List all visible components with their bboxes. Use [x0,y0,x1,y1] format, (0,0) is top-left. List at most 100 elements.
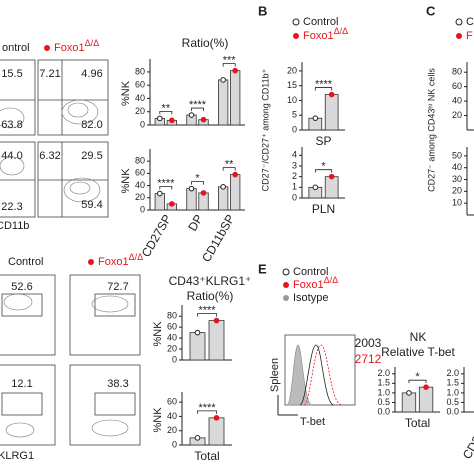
x-tick-label: CD27SP [139,212,174,259]
y-tick-label: 1.5 [377,378,390,388]
gate-value: 22.3 [1,201,22,213]
legend-dot [282,268,290,276]
significance: **** [189,99,207,111]
y-axis-label: %NK [120,80,132,106]
y-tick-label: 5 [292,110,297,120]
x-axis-label: KLRG1 [0,450,34,462]
bar-dot [200,190,207,196]
gate-value: 38.3 [107,378,128,390]
significance: * [321,161,326,173]
y-tick-label: 10 [452,198,462,208]
y-tick-label: 2.0 [377,368,390,378]
y-axis-label: %NK [152,321,164,347]
bar [401,392,417,413]
y-tick-label: 0.0 [446,406,459,416]
bar-dot [200,116,207,123]
x-axis-label: Total [194,449,219,463]
y-tick-label: 60 [167,322,177,332]
significance: **** [315,78,333,90]
significance-bracket [191,181,204,185]
y-tick-label: 20 [167,343,177,353]
bar [208,320,225,361]
y-tick-label: 30 [452,174,462,184]
y-tick-label: 60 [135,168,145,178]
significance: **** [198,304,216,316]
y-tick-label: 2 [292,171,297,181]
bar-dot [157,115,163,122]
gate-value: 15.5 [1,68,22,80]
y-tick-label: 40 [452,162,462,172]
significance-bracket [314,169,333,173]
gate-value: 82.0 [81,119,102,131]
significance: ** [162,102,171,114]
bar [418,386,434,413]
panel-letter: C [426,3,436,18]
x-axis-label: SP [315,134,331,148]
flow-plots-d [0,274,141,446]
panel-letter: B [258,3,267,18]
y-tick-label: 1.0 [446,387,459,397]
bar [186,188,197,211]
gate-value: 6.32 [39,150,60,162]
bar-dot [213,415,220,421]
legend-foxo: Foxo1Δ/Δ [98,252,143,268]
bar-dot [232,67,238,74]
significance-bracket [314,87,333,91]
legend-dot [455,18,463,26]
bar-dot [157,190,163,197]
bar [208,417,225,446]
y-tick-label: 0 [292,124,297,134]
chart-title: CD43⁺KLRG1⁺ [169,274,252,288]
bar-dot [220,184,226,190]
y-axis-label: %NK [120,168,132,194]
legend-foxo: Foxo1Δ/Δ [54,38,99,54]
y-tick-label: 0 [140,119,145,129]
y-tick-label: 0 [172,439,177,449]
significance-bracket [197,410,217,414]
y-axis-label: CD27⁻ among CD43ʰⁱ NK cells [426,68,436,192]
chart-title: NK [410,330,427,344]
y-tick-label: 50 [452,150,462,160]
significance: **** [198,402,216,414]
y-tick-label: 40 [135,93,145,103]
bar [217,186,229,211]
x-axis-label: T-bet [300,416,325,428]
gate-value: 4.96 [81,68,102,80]
y-tick-label: 1 [292,182,297,192]
y-tick-label: 20 [135,192,145,202]
significance-bracket [222,63,236,67]
y-tick-label: 20 [452,110,462,120]
x-axis-label: CD11b [0,220,29,232]
panel-letter: E [258,261,267,276]
y-tick-label: 0 [140,204,145,214]
y-tick-label: 0 [172,354,177,364]
significance-bracket [408,379,427,384]
legend-foxo: F [466,30,473,42]
bar [230,70,241,126]
y-tick-label: 60 [167,397,177,407]
x-axis-label: Total [405,416,430,430]
bar-dot [194,329,201,336]
gate-value: 59.4 [81,199,102,211]
bar-dot [188,112,195,118]
legend-dot [456,33,462,39]
y-tick-label: 80 [167,311,177,321]
legend-dot [292,18,300,26]
y-tick-label: 0.0 [377,406,390,416]
y-tick-label: 0.5 [377,397,390,407]
bar-dot [328,173,335,180]
bar-dot [220,77,226,83]
bar [324,176,339,199]
significance: ** [225,158,234,170]
y-tick-label: 60 [135,80,145,90]
mfi-foxo: 2712 [355,352,382,366]
chart-title: Ratio(%) [182,36,229,50]
y-tick-label: 4 [292,150,297,160]
bar-dot [188,185,195,192]
y-tick-label: 80 [135,66,145,76]
bar-dot [312,184,319,191]
bar-dot [169,117,175,124]
y-tick-label: 60 [452,81,462,91]
y-tick-label: 15 [287,80,297,90]
